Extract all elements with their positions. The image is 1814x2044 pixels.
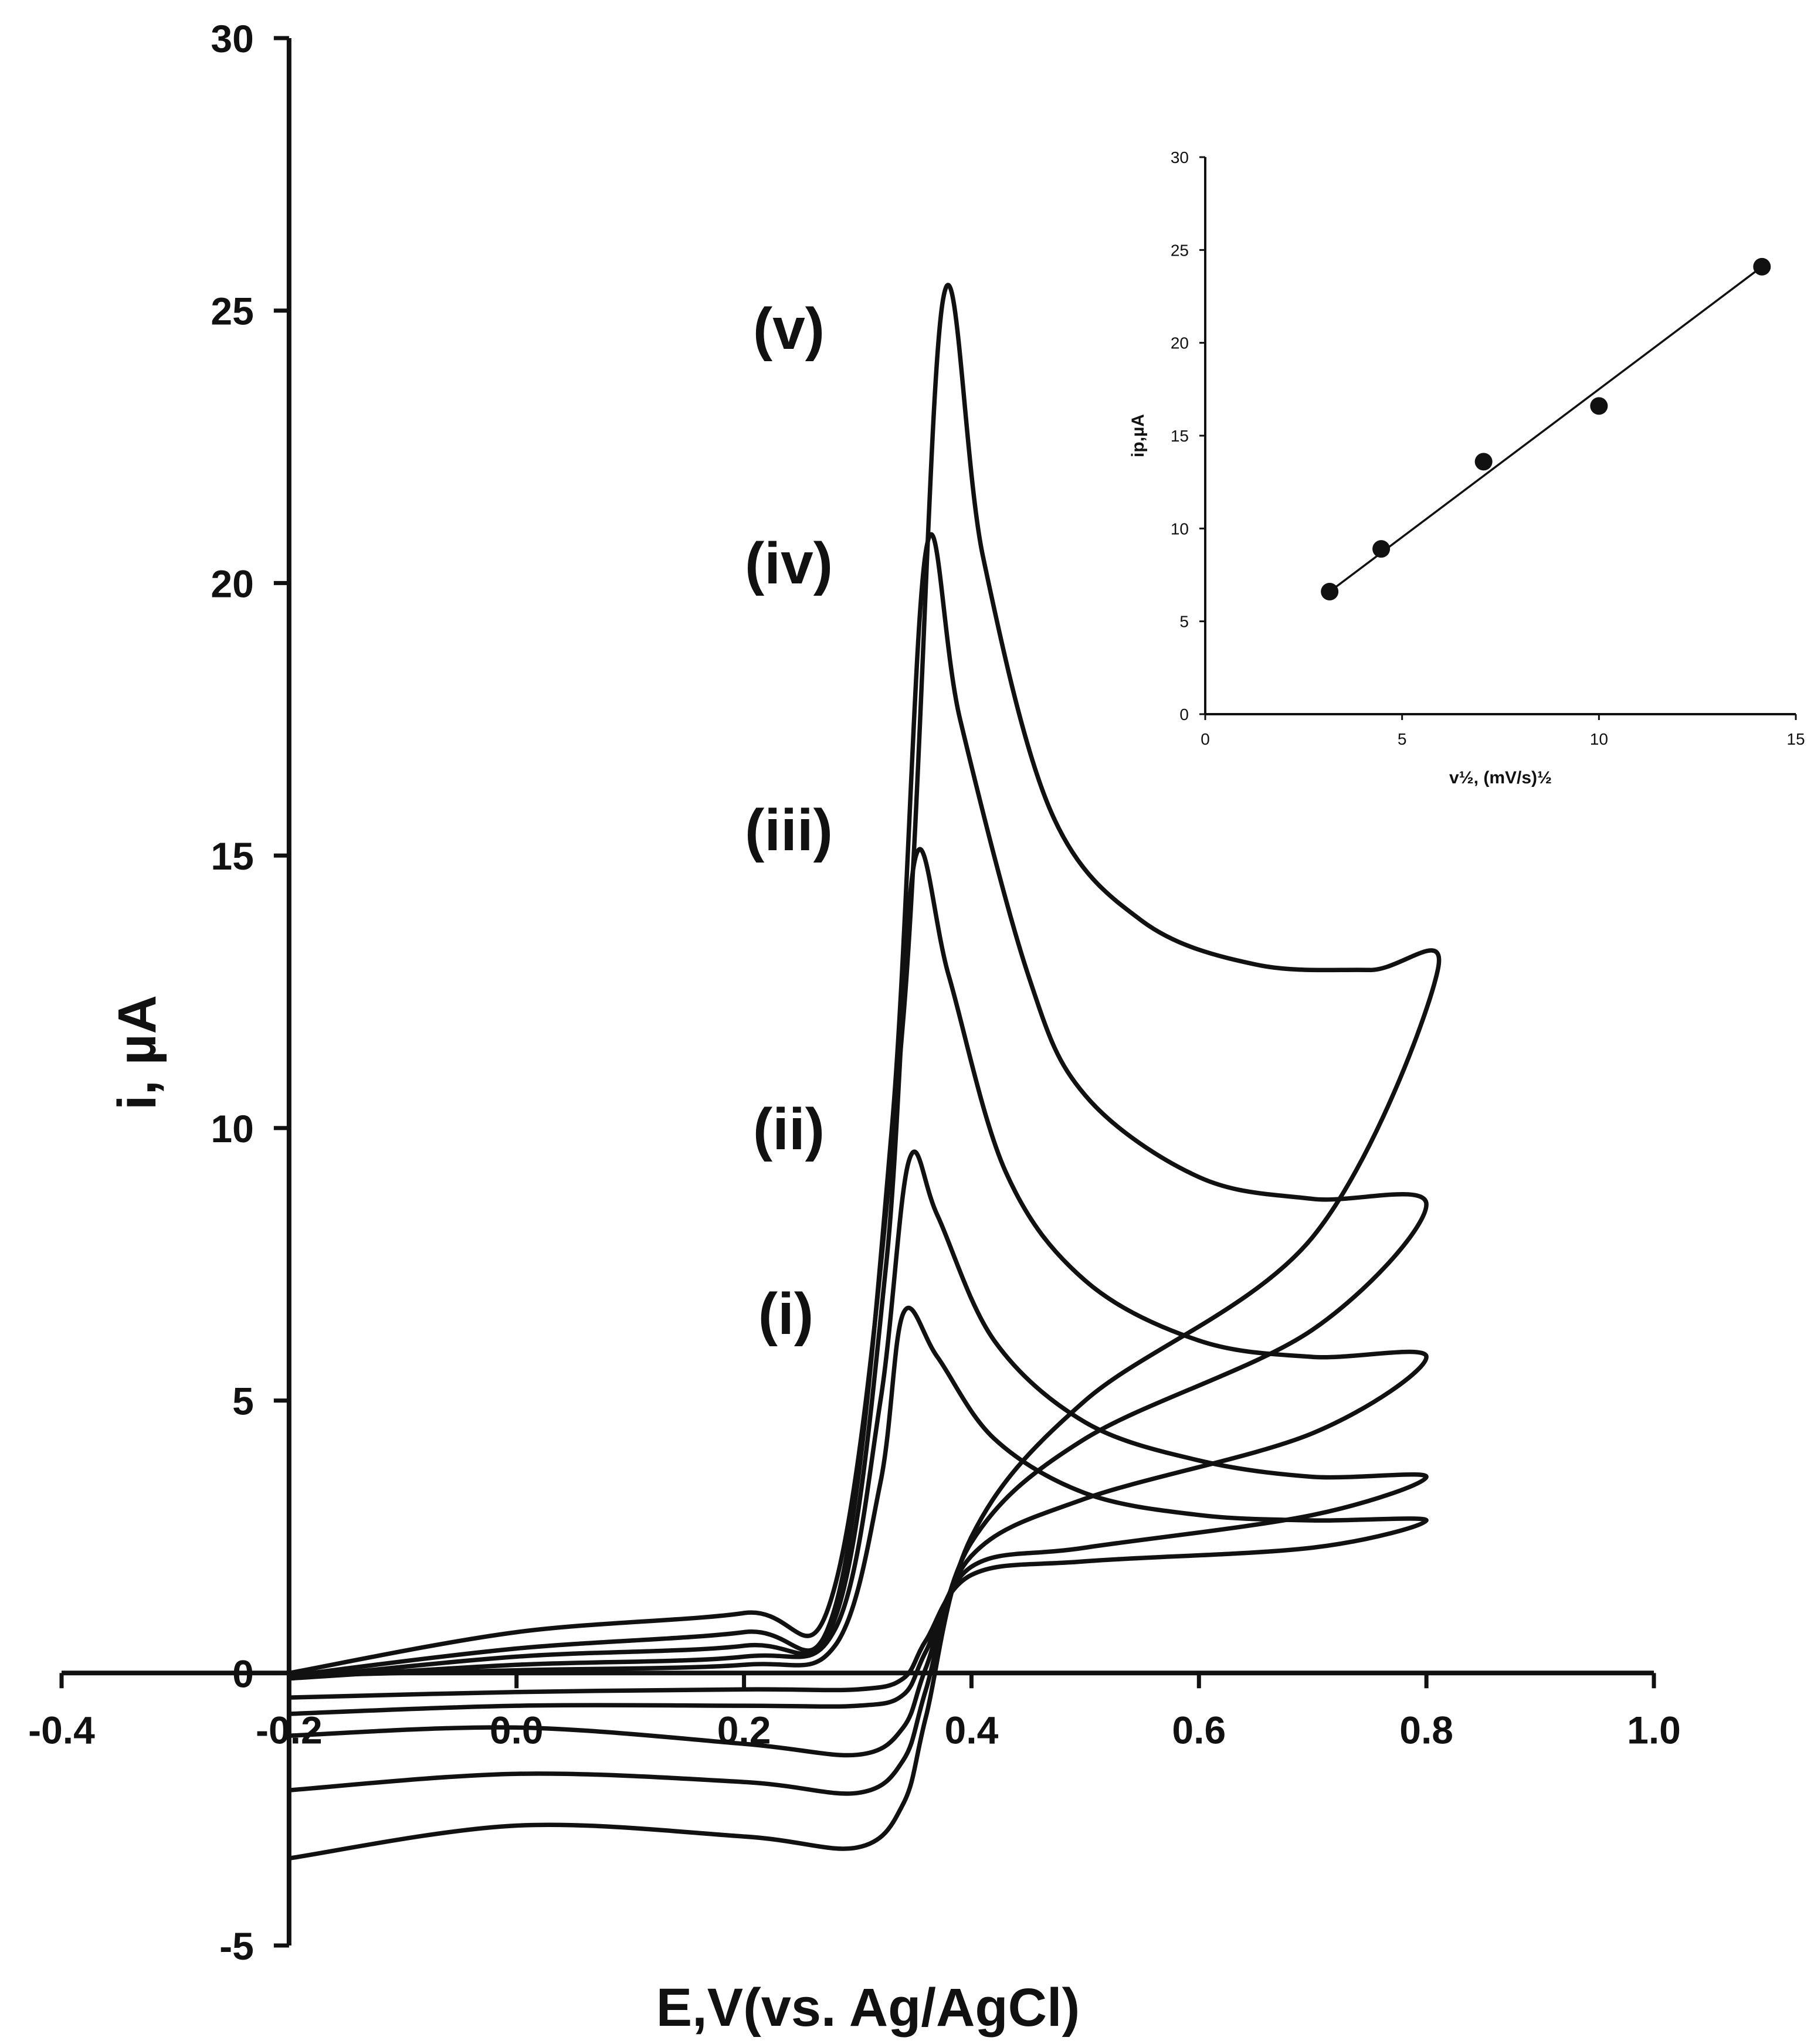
inset-y-tick-label: 25 (1171, 241, 1189, 259)
y-tick-label: 0 (232, 1652, 254, 1695)
cv-curve-2 (287, 1149, 1429, 1716)
inset-x-tick-label: 15 (1786, 730, 1805, 748)
y-tick-label: 15 (211, 834, 253, 878)
x-tick-label: 0.6 (1172, 1708, 1226, 1751)
y-tick-label: 20 (211, 562, 253, 605)
x-tick-label: 0.4 (945, 1708, 999, 1751)
x-tick-label: -0.4 (28, 1708, 95, 1751)
inset-fit-line (1329, 266, 1763, 593)
x-tick-label: 0.8 (1399, 1708, 1453, 1751)
x-tick-label: 1.0 (1627, 1708, 1681, 1751)
cv-curves: (i) (ii) (iii) (iv) (v) (287, 283, 1442, 1861)
series-label: (iv) (745, 531, 833, 596)
series-label: (iii) (745, 797, 833, 863)
inset-y-title: ip,µA (1128, 414, 1148, 457)
y-tick-label: 10 (211, 1107, 253, 1150)
y-tick-label: 5 (232, 1380, 254, 1423)
inset-x-title: v½, (mV/s)½ (1449, 768, 1552, 787)
cv-curve-5 (287, 283, 1442, 1861)
inset-y-tick-label: 5 (1179, 613, 1189, 631)
inset-data-point (1474, 453, 1493, 471)
inset-y-tick-label: 30 (1171, 148, 1189, 167)
series-label: (i) (758, 1281, 813, 1347)
y-tick-label: -5 (219, 1924, 254, 1968)
cv-curve-4 (287, 532, 1429, 1796)
inset-y-tick-label: 15 (1171, 427, 1189, 445)
inset-x-tick-label: 5 (1398, 730, 1407, 748)
series-label: (v) (753, 296, 825, 362)
series-label: (ii) (753, 1096, 825, 1162)
y-tick-label: 25 (211, 290, 253, 333)
y-axis-title: i, µA (107, 995, 167, 1110)
inset-data-point (1590, 397, 1608, 415)
inset-y-tick-label: 20 (1171, 334, 1189, 352)
inset-plot: 0 5 10 15 20 25 30 0 5 10 15 v½, (mV/s)½ ip,µA (1128, 148, 1805, 787)
y-tick-label: 30 (211, 17, 253, 60)
inset-data-point (1753, 257, 1771, 276)
inset-x-tick-label: 10 (1590, 730, 1608, 748)
inset-data-point (1321, 583, 1339, 600)
inset-y-tick-label: 0 (1179, 705, 1189, 724)
inset-y-tick-label: 10 (1171, 520, 1189, 538)
cv-curve-3 (287, 847, 1429, 1758)
inset-data-point (1372, 540, 1391, 558)
x-axis-title: E,V(vs. Ag/AgCl) (656, 1978, 1080, 2038)
inset-x-tick-label: 0 (1201, 730, 1210, 748)
